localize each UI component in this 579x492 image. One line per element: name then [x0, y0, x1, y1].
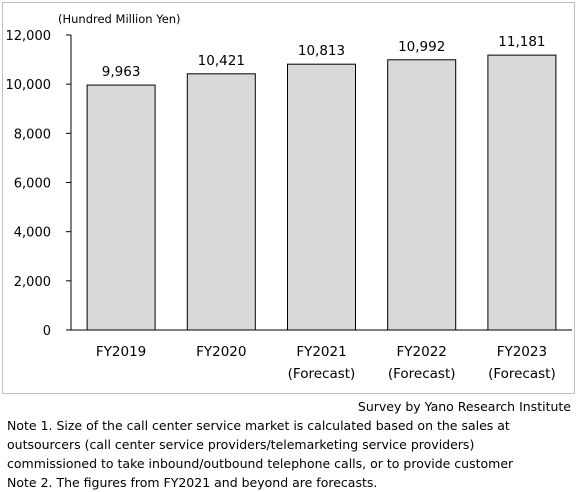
y-tick-label: 8,000 — [14, 127, 51, 142]
x-tick-label: FY2020 — [196, 344, 246, 360]
x-tick-label: FY2022 — [397, 344, 447, 360]
data-label: 9,963 — [102, 64, 141, 80]
x-tick-label: (Forecast) — [288, 366, 356, 382]
note-line: commissioned to take inbound/outbound te… — [7, 456, 514, 471]
x-tick-label: FY2019 — [96, 344, 146, 360]
notes: Note 1. Size of the call center service … — [7, 416, 573, 492]
bar — [186, 73, 256, 331]
data-label: 10,813 — [298, 43, 345, 59]
data-label: 11,181 — [498, 34, 545, 50]
bar — [86, 84, 156, 331]
data-label: 10,421 — [198, 53, 245, 69]
y-tick-label: 0 — [43, 324, 51, 339]
x-tick-label: FY2021 — [296, 344, 346, 360]
data-label: 10,992 — [398, 39, 445, 55]
note-line: Note 2. The figures from FY2021 and beyo… — [7, 475, 378, 490]
x-tick-label: (Forecast) — [388, 366, 456, 382]
y-tick-label: 12,000 — [6, 29, 52, 44]
source-credit: Survey by Yano Research Institute — [357, 399, 571, 414]
bar-chart: (Hundred Million Yen) 0 2,000 4,000 6,000 8,0… — [6, 12, 572, 382]
y-axis-title: (Hundred Million Yen) — [58, 12, 181, 26]
note-line: Note 1. Size of the call center service … — [7, 418, 510, 433]
bar — [487, 54, 557, 331]
note-line: outsourcers (call center service provide… — [7, 437, 475, 452]
y-tick-label: 6,000 — [14, 177, 51, 192]
y-tick-label: 4,000 — [14, 226, 51, 241]
x-tick-label: (Forecast) — [488, 366, 556, 382]
x-tick-label: FY2023 — [497, 344, 547, 360]
y-tick-label: 2,000 — [14, 275, 51, 290]
bar — [287, 63, 356, 331]
bar — [387, 59, 457, 331]
y-tick-label: 10,000 — [6, 78, 52, 93]
